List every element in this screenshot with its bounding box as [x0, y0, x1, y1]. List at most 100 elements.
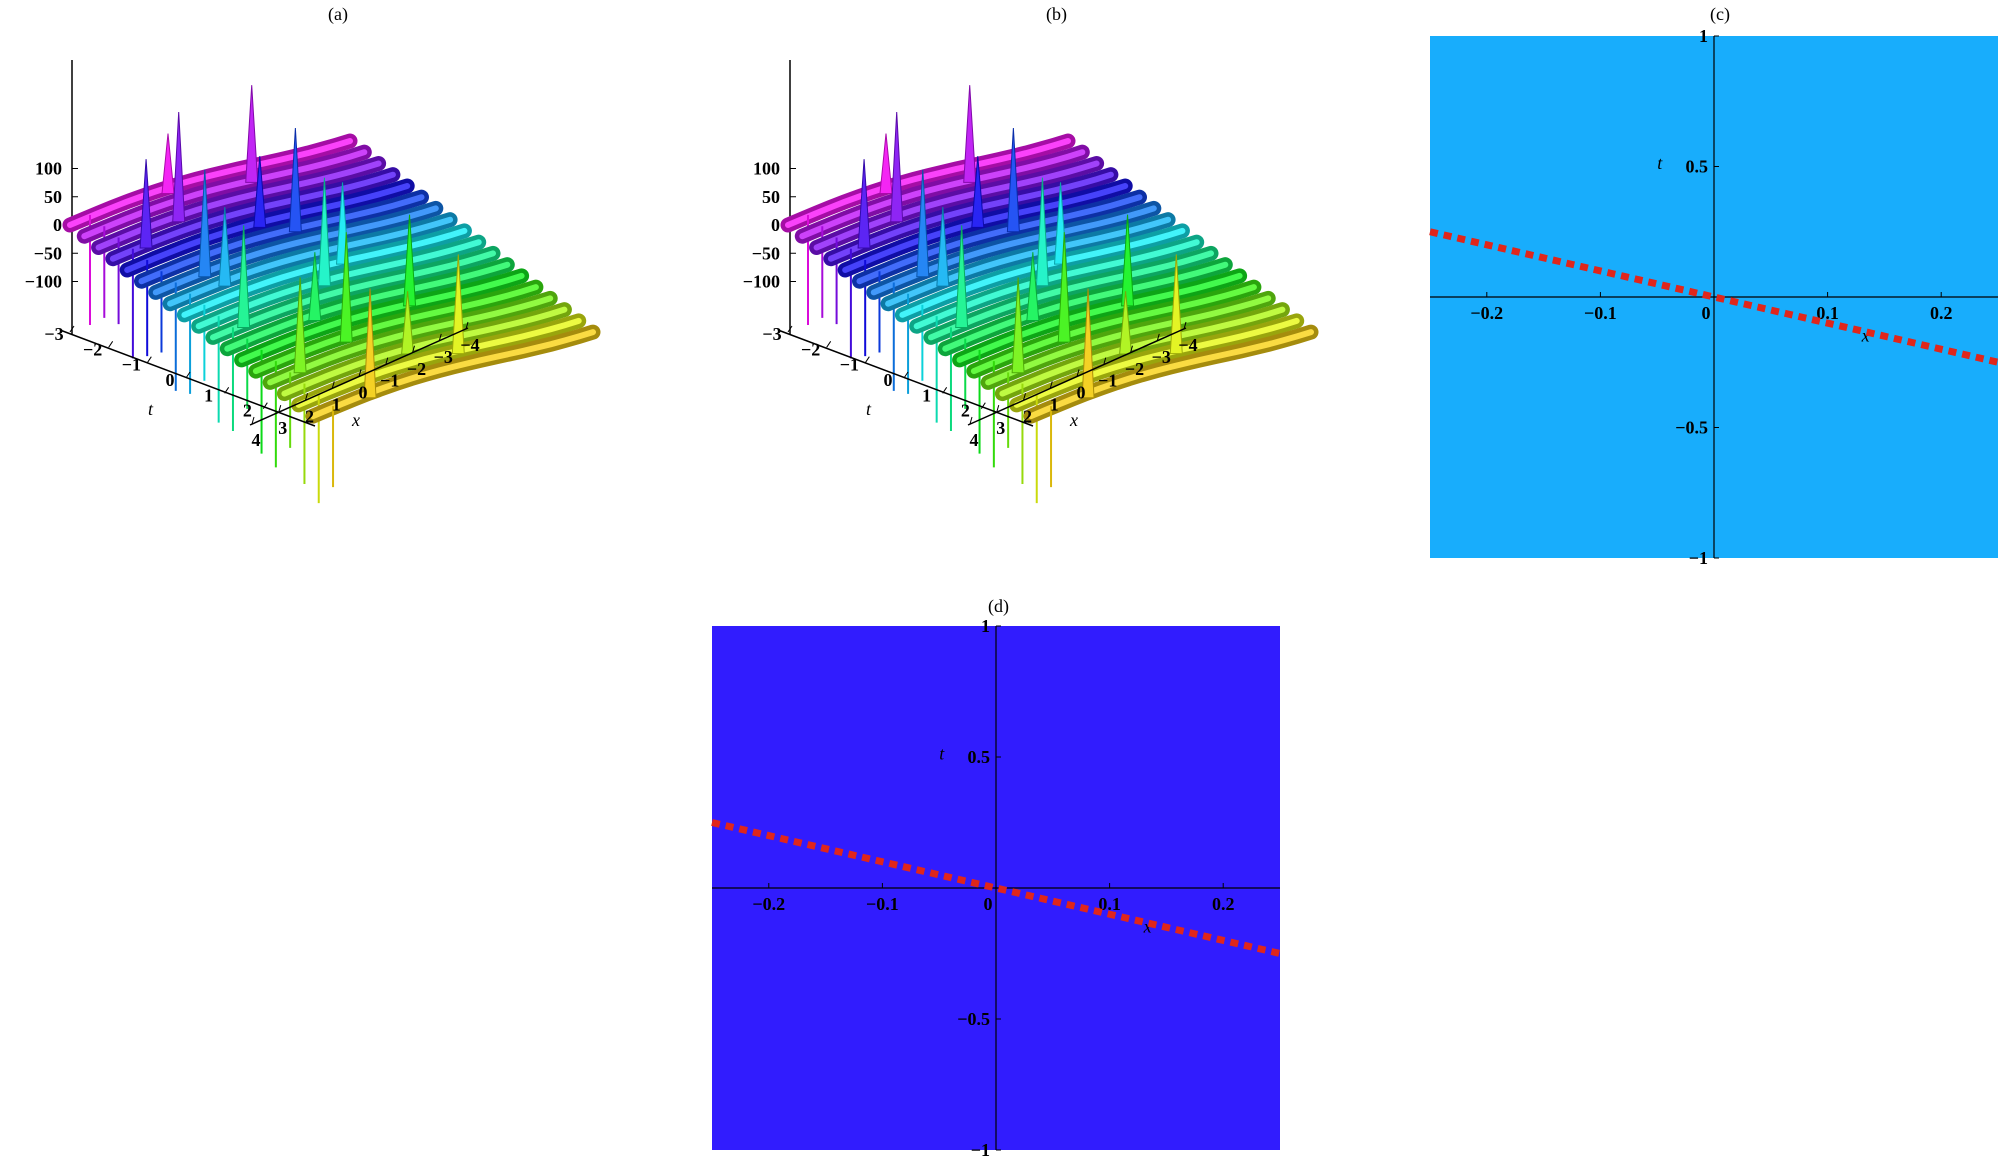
x-tick-label: 1: [332, 394, 341, 414]
surface-ridge: [885, 216, 1172, 307]
surface-ridge: [109, 171, 396, 262]
surface-ridge: [224, 261, 511, 352]
t-tick-label: 2: [243, 401, 252, 421]
z-tick-label: −100: [743, 272, 780, 292]
t-tick-mark: [69, 325, 75, 333]
surface-ridge: [167, 216, 454, 307]
x-tick-label: 0: [359, 383, 368, 403]
panel-label-a: (a): [328, 4, 348, 24]
y-tick-label: 1: [981, 620, 990, 636]
surface-spike: [253, 156, 267, 228]
x-tick-mark: [1023, 393, 1026, 401]
surface-ridge: [310, 329, 596, 420]
y-tick-label: 0.5: [968, 747, 991, 767]
surface-ridge: [124, 183, 411, 273]
surface-ridge: [842, 183, 1129, 273]
t-tick-mark: [185, 371, 191, 379]
surface-spike: [936, 206, 950, 287]
surface-ridge: [295, 317, 582, 408]
t-axis-label: t: [866, 399, 872, 419]
y-tick-label: −0.5: [1675, 418, 1708, 438]
x-tick-label: −3: [1152, 347, 1171, 367]
surface-ridge: [1013, 317, 1300, 408]
z-tick-label: −50: [752, 243, 780, 263]
x-tick-label: 0: [1702, 303, 1711, 323]
surface-spike: [172, 112, 186, 223]
contour-plot-c: −0.2 −0.1 0 0.1 0.2 1 0.5 −0.5 −1 x t: [1429, 28, 1999, 568]
x-tick-mark: [1130, 345, 1133, 353]
z-tick-label: 50: [762, 187, 780, 207]
x-tick-label: −0.2: [752, 894, 785, 914]
x-tick-label: 0.2: [1212, 894, 1235, 914]
x-tick-label: 0: [1077, 383, 1086, 403]
x-tick-label: 2: [305, 406, 314, 426]
surface-spike: [401, 291, 415, 355]
t-tick-label: 0: [884, 370, 893, 390]
x-tick-label: −3: [434, 347, 453, 367]
surface-ridge: [999, 306, 1286, 397]
x-axis-label: x: [1143, 917, 1152, 937]
x-tick-mark: [1156, 333, 1160, 342]
surface-spike: [955, 225, 969, 329]
t-tick-mark: [826, 341, 832, 348]
surface-spike: [139, 159, 153, 249]
surface-spike: [879, 133, 893, 194]
x-axis-label: x: [1861, 325, 1870, 345]
x-tick-label: 4: [252, 430, 261, 450]
surface-spike: [1011, 277, 1025, 374]
x-tick-mark: [1103, 357, 1107, 365]
surface-spike: [245, 85, 259, 183]
panel-label-c: (c): [1710, 4, 1730, 24]
x-tick-label: 2: [1023, 406, 1032, 426]
t-tick-mark: [146, 356, 152, 363]
surface-spike: [451, 254, 465, 355]
surface-spike: [857, 159, 871, 249]
x-tick-label: −2: [407, 359, 426, 379]
surface-spike: [218, 206, 232, 287]
panel-label-b: (b): [1046, 4, 1067, 24]
z-tick-label: 100: [35, 159, 62, 179]
t-tick-label: −1: [122, 355, 141, 375]
x-tick-label: −4: [1178, 335, 1197, 355]
y-tick-label: 0.5: [1686, 157, 1709, 177]
surface-spike: [1026, 252, 1040, 322]
t-tick-label: 1: [204, 385, 213, 405]
x-tick-mark: [1049, 381, 1053, 389]
t-tick-mark: [942, 387, 948, 394]
surface-spike: [1035, 177, 1049, 287]
surface-spike: [1121, 214, 1135, 307]
x-axis-label: x: [351, 410, 360, 430]
t-tick-label: −3: [762, 324, 781, 344]
surface-spike: [963, 85, 977, 183]
surface-spike: [403, 214, 417, 307]
t-tick-label: 2: [961, 401, 970, 421]
surface-spike: [971, 156, 985, 228]
t-tick-mark: [903, 371, 909, 379]
surface-spike: [317, 177, 331, 287]
x-tick-mark: [331, 381, 335, 389]
x-tick-label: 0.1: [1816, 303, 1839, 323]
z-tick-label: 0: [771, 215, 780, 235]
x-tick-label: −0.1: [866, 894, 899, 914]
surface-spike: [339, 232, 353, 343]
y-axis-label: t: [939, 744, 945, 764]
x-tick-mark: [438, 333, 442, 342]
x-tick-label: 3: [996, 418, 1005, 438]
surface-spike: [308, 252, 322, 322]
surface-ridge: [856, 194, 1143, 285]
surface-spike: [237, 225, 251, 329]
x-tick-mark: [251, 416, 255, 425]
t-tick-label: 0: [166, 370, 175, 390]
x-tick-label: 0: [984, 894, 993, 914]
x-tick-label: 4: [970, 430, 979, 450]
t-tick-mark: [787, 325, 793, 333]
x-tick-mark: [305, 393, 308, 401]
surface-ridge: [238, 272, 525, 363]
surface-ridge: [827, 171, 1114, 262]
surface-spike: [1006, 127, 1020, 233]
panel-label-d: (d): [988, 596, 1009, 616]
surface-spike: [198, 169, 212, 278]
x-tick-mark: [412, 345, 415, 353]
